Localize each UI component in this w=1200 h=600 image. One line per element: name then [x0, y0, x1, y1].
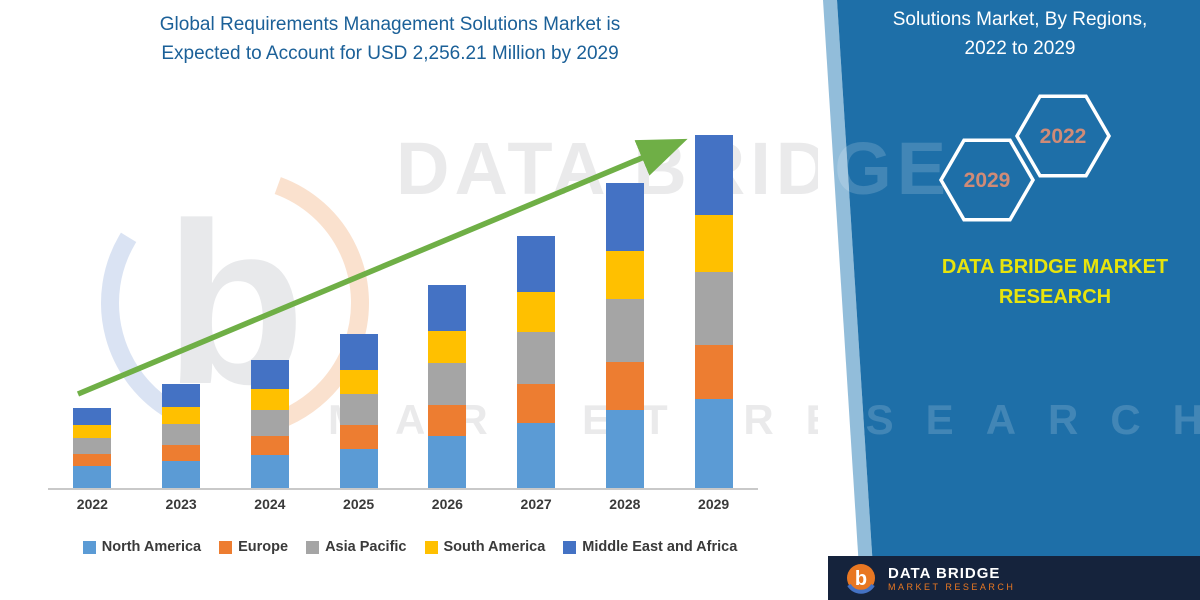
bar-segment-2022-middle-east-and-africa: [73, 408, 112, 426]
bar-2026: [428, 112, 467, 488]
x-axis-label-2027: 2027: [520, 496, 552, 512]
bar-segment-2026-asia-pacific: [428, 363, 467, 405]
bar-segment-2024-north-america: [250, 455, 289, 488]
legend-label: North America: [101, 539, 202, 555]
bar-2024: [250, 112, 289, 488]
legend-swatch: [306, 540, 320, 554]
legend-item-europe: Europe: [219, 539, 288, 555]
bar-segment-2022-europe: [73, 454, 112, 467]
stacked-bar-chart: 2022 2023 2024 2025 2026 2027 2028 2029: [48, 112, 758, 512]
panel-heading: Solutions Market, By Regions, 2022 to 20…: [860, 6, 1180, 63]
legend-item-south-america: South America: [424, 539, 546, 555]
x-axis-label-2024: 2024: [254, 496, 286, 512]
bar-segment-2028-south-america: [605, 250, 644, 300]
legend-label: Asia Pacific: [325, 539, 407, 555]
bar-segment-2027-middle-east-and-africa: [517, 235, 556, 293]
bar-segment-2027-europe: [517, 383, 556, 423]
bar-2022: [73, 112, 112, 488]
brand-line1: DATA BRIDGE MARKET: [941, 256, 1169, 278]
bar-segment-2025-north-america: [339, 448, 378, 488]
bar-segment-2023-europe: [162, 444, 201, 461]
bar-segment-2028-europe: [605, 361, 644, 410]
bar-segment-2028-asia-pacific: [605, 299, 644, 362]
hexagon-2022: [1014, 94, 1112, 178]
bar-segment-2023-south-america: [162, 407, 201, 424]
panel-heading-line2: 2022 to 2029: [964, 37, 1076, 59]
chart-title-line2: Expected to Account for USD 2,256.21 Mil…: [161, 43, 619, 65]
bar-segment-2023-north-america: [162, 460, 201, 488]
bar-segment-2024-middle-east-and-africa: [250, 359, 289, 390]
bar-segment-2026-north-america: [428, 436, 467, 488]
legend-swatch: [219, 540, 233, 554]
legend-swatch: [424, 540, 438, 554]
x-axis-label-2026: 2026: [431, 496, 463, 512]
bar-segment-2023-asia-pacific: [162, 423, 201, 445]
blue-panel-shape: [837, 0, 1200, 600]
footer-brand-text: DATA BRIDGE MARKET RESEARCH: [888, 565, 1015, 592]
brand-text: DATA BRIDGE MARKET RESEARCH: [930, 252, 1180, 312]
panel-heading-line1: Solutions Market, By Regions,: [892, 9, 1148, 30]
bar-segment-2028-middle-east-and-africa: [605, 182, 644, 251]
x-axis-label-2022: 2022: [76, 496, 108, 512]
bar-segment-2024-asia-pacific: [250, 409, 289, 436]
bar-segment-2027-asia-pacific: [517, 332, 556, 384]
bar-segment-2029-south-america: [694, 215, 733, 272]
chart-title: Global Requirements Management Solutions…: [70, 10, 710, 69]
bar-segment-2023-middle-east-and-africa: [162, 383, 201, 408]
bar-segment-2029-middle-east-and-africa: [694, 134, 733, 216]
footer-brand-line1: DATA BRIDGE: [888, 564, 1001, 582]
bar-segment-2022-north-america: [73, 466, 112, 488]
x-axis-label-2023: 2023: [165, 496, 197, 512]
svg-text:b: b: [855, 568, 867, 590]
bar-2025: [339, 112, 378, 488]
company-logo-icon: b: [847, 564, 875, 594]
chart-title-line1: Global Requirements Management Solutions…: [159, 14, 621, 35]
bar-segment-2022-asia-pacific: [73, 437, 112, 455]
bar-2023: [162, 112, 201, 488]
hexagon-2022-label: 2022: [1040, 125, 1087, 148]
bar-2028: [605, 112, 644, 488]
bar-2027: [517, 112, 556, 488]
bar-segment-2026-middle-east-and-africa: [428, 285, 467, 332]
x-axis-label-2028: 2028: [609, 496, 641, 512]
legend-swatch: [563, 540, 577, 554]
bar-segment-2028-north-america: [605, 409, 644, 488]
bar-segment-2022-south-america: [73, 425, 112, 438]
hexagon-2029-label: 2029: [964, 169, 1011, 192]
year-hexagons: 2029 2022: [938, 94, 1112, 222]
bar-segment-2024-europe: [250, 435, 289, 456]
legend-item-asia-pacific: Asia Pacific: [306, 539, 407, 555]
hexagon-2029: [938, 138, 1036, 222]
right-panel-background: [815, 0, 1200, 600]
bar-segment-2025-europe: [339, 425, 378, 449]
x-axis-label-2025: 2025: [343, 496, 375, 512]
bar-segment-2026-europe: [428, 404, 467, 437]
footer-brand-line2: MARKET RESEARCH: [888, 581, 1016, 592]
bar-segment-2027-south-america: [517, 292, 556, 333]
bar-segment-2026-south-america: [428, 331, 467, 364]
chart-legend: North America Europe Asia Pacific South Ame…: [0, 539, 820, 555]
x-axis-label-2029: 2029: [698, 496, 730, 512]
bar-segment-2029-asia-pacific: [694, 271, 733, 345]
bar-segment-2029-north-america: [694, 399, 733, 488]
bar-segment-2025-south-america: [339, 369, 378, 394]
footer-logo-bar: b DATA BRIDGE MARKET RESEARCH: [828, 556, 1200, 600]
bar-segment-2027-north-america: [517, 422, 556, 488]
brand-line2: RESEARCH: [998, 286, 1112, 308]
legend-label: Middle East and Africa: [582, 539, 738, 555]
legend-item-middle-east-and-africa: Middle East and Africa: [563, 539, 737, 555]
bar-2029: [694, 112, 733, 488]
legend-swatch: [82, 540, 96, 554]
legend-label: South America: [443, 539, 546, 555]
bar-segment-2029-europe: [694, 344, 733, 400]
bar-segment-2025-asia-pacific: [339, 394, 378, 426]
legend-item-north-america: North America: [82, 539, 202, 555]
bar-segment-2024-south-america: [250, 389, 289, 410]
legend-label: Europe: [238, 539, 289, 555]
bar-segment-2025-middle-east-and-africa: [339, 334, 378, 370]
